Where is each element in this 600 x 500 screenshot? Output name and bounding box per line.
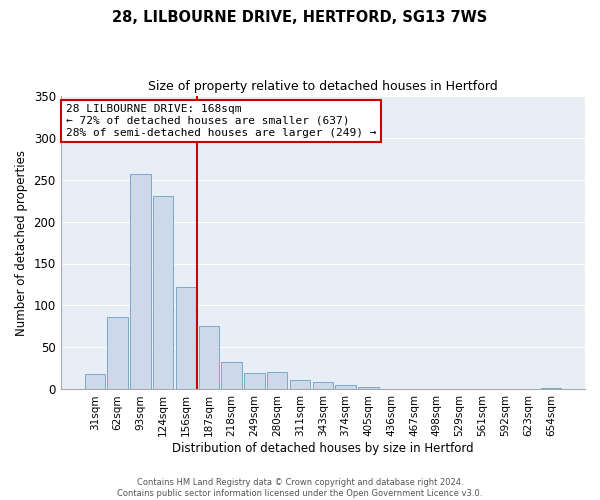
Bar	[107, 317, 128, 390]
Bar	[199, 326, 219, 390]
Bar	[130, 174, 151, 390]
Text: Contains HM Land Registry data © Crown copyright and database right 2024.
Contai: Contains HM Land Registry data © Crown c…	[118, 478, 482, 498]
Bar	[541, 388, 561, 390]
Bar	[221, 362, 242, 390]
Bar	[153, 196, 173, 390]
Bar	[176, 287, 196, 390]
Bar	[313, 382, 333, 390]
Text: 28 LILBOURNE DRIVE: 168sqm
← 72% of detached houses are smaller (637)
28% of sem: 28 LILBOURNE DRIVE: 168sqm ← 72% of deta…	[66, 104, 376, 138]
Bar	[404, 388, 424, 390]
Bar	[267, 372, 287, 390]
Bar	[358, 387, 379, 390]
Title: Size of property relative to detached houses in Hertford: Size of property relative to detached ho…	[148, 80, 498, 93]
Bar	[335, 386, 356, 390]
X-axis label: Distribution of detached houses by size in Hertford: Distribution of detached houses by size …	[172, 442, 473, 455]
Text: 28, LILBOURNE DRIVE, HERTFORD, SG13 7WS: 28, LILBOURNE DRIVE, HERTFORD, SG13 7WS	[112, 10, 488, 25]
Bar	[85, 374, 105, 390]
Bar	[244, 372, 265, 390]
Y-axis label: Number of detached properties: Number of detached properties	[15, 150, 28, 336]
Bar	[381, 388, 401, 390]
Bar	[290, 380, 310, 390]
